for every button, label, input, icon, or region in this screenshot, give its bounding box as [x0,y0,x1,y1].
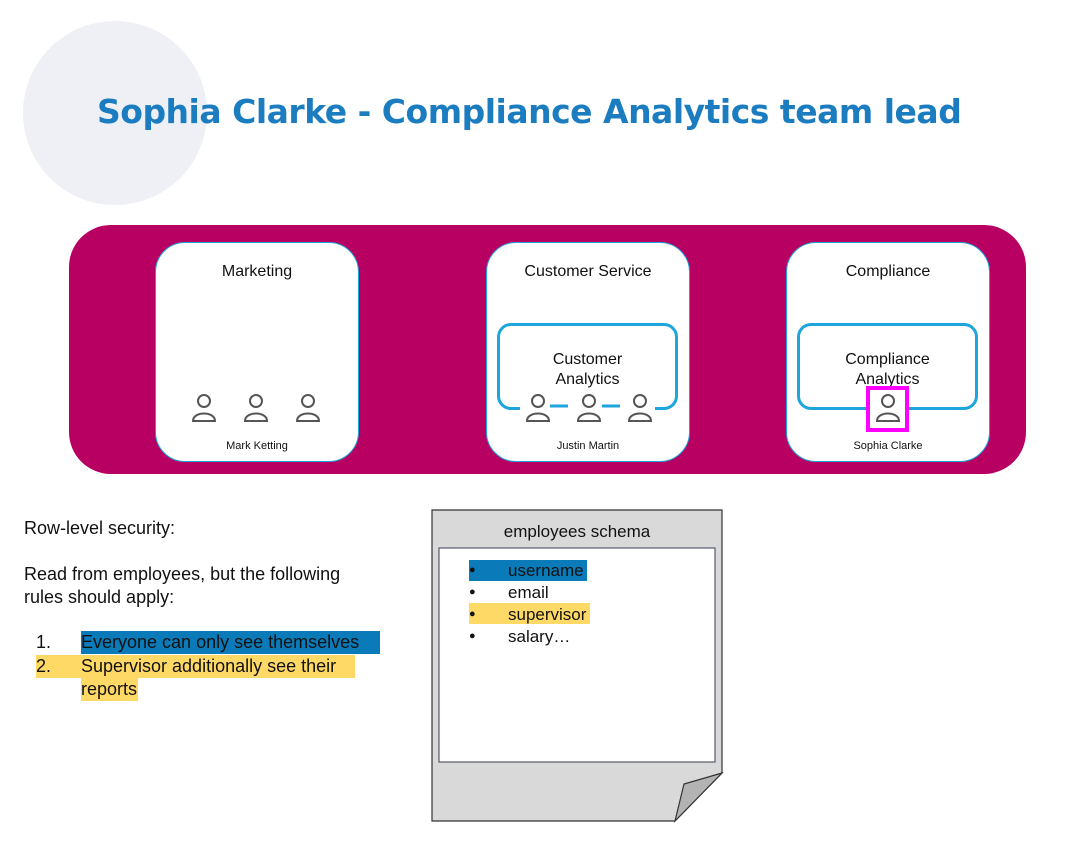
bullet-icon: ● [469,608,476,620]
rule-self-only: Everyone can only see themselves [81,631,380,654]
field-name: supervisor [508,605,587,624]
schema-title: employees schema [503,522,651,541]
rule-number: 1. [36,632,52,652]
rule-number: 2. [36,656,52,676]
person-icon [576,394,602,422]
field-highlight-username [469,560,587,581]
department-title: Compliance [845,263,931,280]
field-name: username [508,561,584,580]
field-name: email [508,583,549,602]
team-dashed-link [550,404,620,408]
person-icon [243,394,269,422]
rules-heading: Row-level security: [24,518,176,538]
person-name: Mark Ketting [226,440,288,452]
team-label: Customer Analytics [552,351,623,388]
department-title: Marketing [221,263,293,280]
selected-user-highlight [866,386,909,432]
field-name: salary… [508,627,571,646]
page-title: Sophia Clarke - Compliance Analytics tea… [97,92,962,131]
rule-supervisor-line1: Supervisor additionally see their [81,656,337,676]
department-title: Customer Service [524,263,652,280]
department-customer-service: Customer Service Customer Analytics Just… [486,242,690,462]
person-icon [875,394,901,422]
department-marketing: Marketing Mark Ketting [155,242,359,462]
rules-intro-line2: rules should apply: [24,587,175,607]
person-icon [191,394,217,422]
rule-highlight [36,655,355,678]
rule-supervisor-line2: reports [81,678,139,701]
bullet-icon: ● [469,630,476,642]
person-icon [627,394,653,422]
person-icon [295,394,321,422]
bullet-icon: ● [469,564,476,576]
field-highlight-supervisor [469,603,590,624]
person-name: Justin Martin [556,440,620,452]
person-icon [525,394,551,422]
person-name: Sophia Clarke [853,440,923,452]
bullet-icon: ● [469,586,476,598]
decorative-circle [23,21,207,205]
team-label: Compliance Analytics [845,351,930,388]
rules-intro-line1: Read from employees, but the following [24,564,341,584]
